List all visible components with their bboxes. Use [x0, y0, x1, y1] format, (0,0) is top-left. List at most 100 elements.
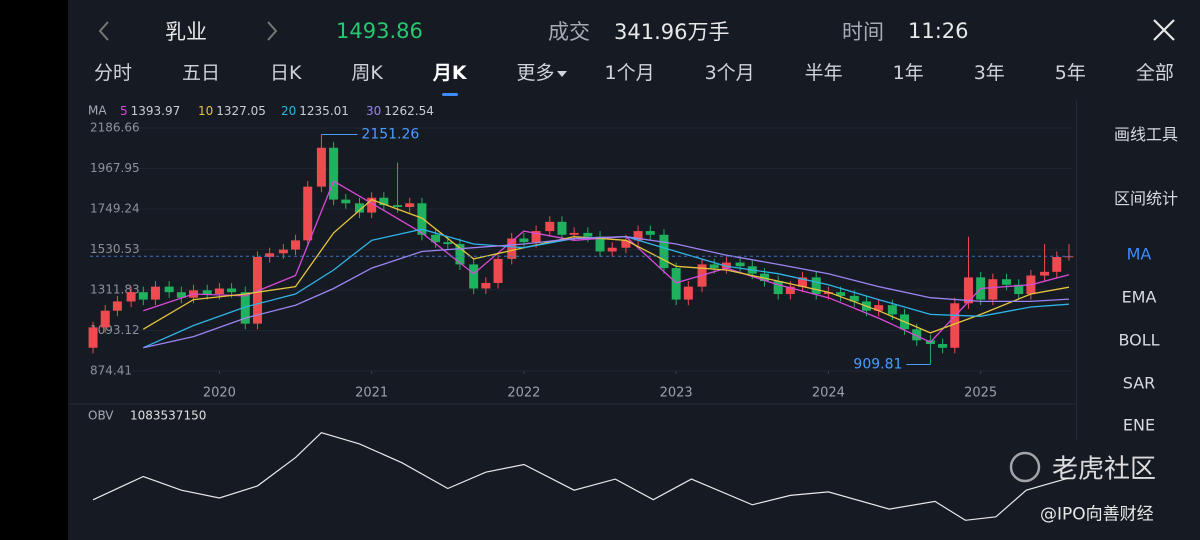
candle-body	[633, 231, 643, 241]
legend-name: 30	[366, 104, 381, 118]
candle-body	[721, 262, 731, 269]
indicator-button[interactable]: BOLL	[1118, 330, 1160, 350]
candle-body	[88, 327, 98, 348]
close-button[interactable]	[1153, 19, 1175, 41]
candle-body	[227, 288, 237, 293]
candle-body	[735, 262, 745, 267]
y-tick-label: 2186.66	[90, 121, 140, 135]
indicator-button[interactable]: SAR	[1122, 373, 1156, 393]
tab[interactable]: 3年	[973, 62, 1005, 84]
tool-button[interactable]: 区间统计	[1113, 189, 1178, 208]
candle-body	[1052, 257, 1062, 272]
ma-line	[143, 235, 1070, 349]
legend-value: 1393.97	[131, 104, 181, 118]
volume-label: 成交	[548, 20, 590, 44]
sidebar: 画线工具区间统计 MA EMA BOLL SAR ENE	[1076, 100, 1200, 440]
candle-body	[963, 277, 973, 304]
candle-body	[569, 232, 579, 235]
tool-button[interactable]: 画线工具	[1113, 125, 1178, 144]
forward-arrow[interactable]	[267, 21, 278, 41]
candle-body	[507, 238, 517, 259]
candle-body	[417, 203, 427, 235]
indicator-button[interactable]: MA	[1126, 244, 1152, 264]
candle-body	[938, 344, 948, 348]
candle-body	[481, 282, 491, 289]
tab[interactable]: 分时	[94, 62, 133, 84]
indicator-button[interactable]: EMA	[1121, 287, 1157, 307]
time: 11:26	[908, 19, 969, 43]
candle-body	[278, 249, 288, 254]
candle-body	[405, 203, 415, 208]
candle-body	[316, 147, 326, 187]
tab[interactable]: 1个月	[604, 62, 655, 84]
candle-body	[785, 286, 795, 295]
candle-body	[341, 199, 351, 204]
candle-body	[176, 292, 186, 298]
price: 1493.86	[336, 19, 423, 43]
candle-body	[150, 286, 160, 300]
tab[interactable]: 全部	[1135, 62, 1174, 84]
x-tick-label: 2022	[507, 386, 540, 401]
watermark: 老虎社区	[1052, 454, 1157, 485]
candle-body	[100, 310, 110, 328]
candle-body	[455, 244, 465, 265]
tab[interactable]: 日K	[269, 62, 302, 84]
tab[interactable]: 半年	[804, 62, 843, 84]
min-label: 909.81	[853, 356, 902, 372]
candle-body	[354, 203, 364, 213]
time-label: 时间	[842, 20, 884, 44]
candle-body	[823, 292, 833, 295]
legend-name: 10	[198, 104, 213, 118]
candle-body	[811, 277, 821, 295]
legend-value: 1235.01	[299, 104, 349, 118]
legend-value: 1327.05	[216, 104, 266, 118]
candle-body	[988, 279, 998, 300]
back-arrow[interactable]	[98, 21, 109, 41]
candle-body	[912, 329, 922, 341]
tab[interactable]: 3个月	[704, 62, 755, 84]
candle-body	[1040, 271, 1050, 276]
tab[interactable]: 周K	[351, 62, 383, 84]
candle-body	[709, 264, 719, 269]
candle-body	[1002, 279, 1012, 285]
candle-body	[291, 240, 301, 250]
stock-name: 乳业	[165, 20, 207, 44]
candle-body	[545, 221, 555, 232]
legend-entry: 20 1235.01	[281, 104, 349, 118]
candle-body	[557, 221, 567, 235]
legend-entry: 5 1393.97	[120, 104, 180, 118]
candle-body	[798, 277, 808, 287]
tab[interactable]: 月K	[427, 58, 473, 96]
legend-name: 5	[120, 104, 128, 118]
candle-body	[950, 303, 960, 348]
tab[interactable]: 1年	[892, 62, 924, 84]
candle-body	[164, 286, 174, 293]
obv-title: OBV	[88, 409, 114, 423]
candle-body	[265, 253, 275, 258]
candle-body	[874, 305, 884, 311]
candle-body	[595, 236, 605, 252]
ma-line	[143, 180, 1070, 343]
candle-body	[431, 234, 441, 243]
y-tick-label: 1967.95	[90, 161, 140, 175]
x-tick-label: 2024	[812, 386, 845, 401]
watermark-logo	[1009, 451, 1041, 483]
candle-body	[469, 264, 479, 289]
candle-body	[202, 290, 212, 295]
tab[interactable]: 五日	[181, 62, 220, 84]
candle-body	[393, 205, 403, 208]
candle-body	[849, 295, 859, 302]
legend-name: 20	[281, 104, 296, 118]
candle-body	[240, 292, 250, 324]
candle-body	[583, 232, 593, 237]
tab[interactable]: 5年	[1054, 62, 1086, 84]
indicator-button[interactable]: ENE	[1122, 415, 1156, 435]
y-tick-label: 1749.24	[90, 202, 140, 216]
candle-body	[329, 147, 339, 200]
candle-body	[759, 273, 769, 282]
tab[interactable]: 更多	[511, 58, 567, 92]
legend-value: 1262.54	[384, 104, 434, 118]
candle-body	[1014, 284, 1024, 295]
